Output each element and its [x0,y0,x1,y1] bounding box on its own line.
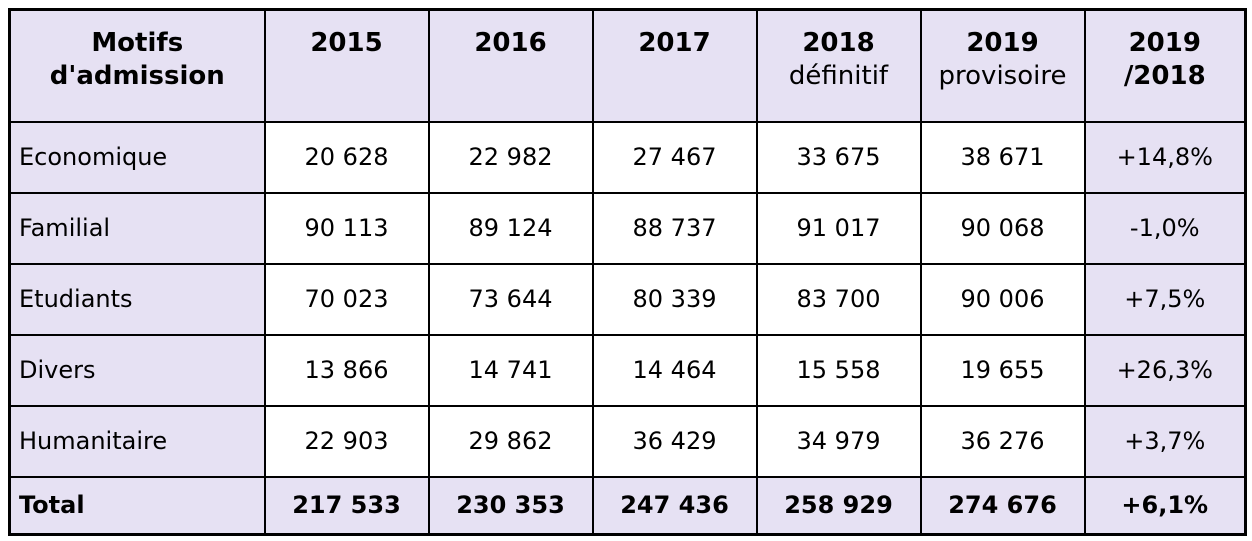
header-2017-label: 2017 [638,28,711,58]
cell-value: 90 006 [919,262,1086,336]
table-row-etudiants: Etudiants 70 023 73 644 80 339 83 700 90… [8,262,1247,336]
total-percent: +6,1% [1083,475,1247,536]
row-label: Familial [8,191,266,265]
cell-percent: +14,8% [1083,120,1247,194]
cell-value: 83 700 [755,262,922,336]
header-2016: 2016 [427,8,594,123]
table-row-familial: Familial 90 113 89 124 88 737 91 017 90 … [8,191,1247,265]
total-value: 217 533 [263,475,430,536]
cell-value: 15 558 [755,333,922,407]
cell-value: 36 276 [919,404,1086,478]
table-row-divers: Divers 13 866 14 741 14 464 15 558 19 65… [8,333,1247,407]
header-2018-line1: 2018 [802,28,875,58]
cell-value: 36 429 [591,404,758,478]
total-value: 258 929 [755,475,922,536]
cell-value: 14 464 [591,333,758,407]
table-row-total: Total 217 533 230 353 247 436 258 929 27… [8,475,1247,536]
cell-value: 13 866 [263,333,430,407]
header-ratio-line1: 2019 [1128,28,1201,58]
table-row-humanitaire: Humanitaire 22 903 29 862 36 429 34 979 … [8,404,1247,478]
total-value: 230 353 [427,475,594,536]
cell-value: 34 979 [755,404,922,478]
header-2017: 2017 [591,8,758,123]
header-2015: 2015 [263,8,430,123]
cell-value: 89 124 [427,191,594,265]
cell-value: 90 068 [919,191,1086,265]
header-2015-label: 2015 [310,28,383,58]
cell-value: 22 982 [427,120,594,194]
header-row: Motifs d'admission 2015 2016 2017 2018 d… [8,8,1247,123]
table-row-economique: Economique 20 628 22 982 27 467 33 675 3… [8,120,1247,194]
cell-value: 19 655 [919,333,1086,407]
cell-value: 80 339 [591,262,758,336]
cell-percent: -1,0% [1083,191,1247,265]
total-value: 274 676 [919,475,1086,536]
cell-value: 73 644 [427,262,594,336]
cell-value: 91 017 [755,191,922,265]
cell-value: 33 675 [755,120,922,194]
header-motifs-line2: d'admission [49,60,225,91]
cell-value: 70 023 [263,262,430,336]
cell-value: 29 862 [427,404,594,478]
cell-value: 27 467 [591,120,758,194]
header-ratio-line2: /2018 [1123,60,1206,91]
cell-value: 88 737 [591,191,758,265]
header-2019-provisoire: 2019 provisoire [919,8,1086,123]
cell-percent: +7,5% [1083,262,1247,336]
header-2019-line2: provisoire [938,60,1067,91]
row-label: Etudiants [8,262,266,336]
cell-value: 20 628 [263,120,430,194]
cell-value: 22 903 [263,404,430,478]
row-label: Divers [8,333,266,407]
header-motifs-line1: Motifs [91,28,184,58]
cell-percent: +3,7% [1083,404,1247,478]
header-motifs: Motifs d'admission [8,8,266,123]
header-2018-definitif: 2018 définitif [755,8,922,123]
header-2019-line1: 2019 [966,28,1039,58]
cell-value: 38 671 [919,120,1086,194]
cell-value: 14 741 [427,333,594,407]
cell-value: 90 113 [263,191,430,265]
row-label: Humanitaire [8,404,266,478]
header-2018-line2: définitif [788,60,889,91]
row-label: Economique [8,120,266,194]
admissions-table: Motifs d'admission 2015 2016 2017 2018 d… [8,8,1247,536]
header-2016-label: 2016 [474,28,547,58]
total-label: Total [8,475,266,536]
cell-percent: +26,3% [1083,333,1247,407]
total-value: 247 436 [591,475,758,536]
header-2019-vs-2018: 2019 /2018 [1083,8,1247,123]
